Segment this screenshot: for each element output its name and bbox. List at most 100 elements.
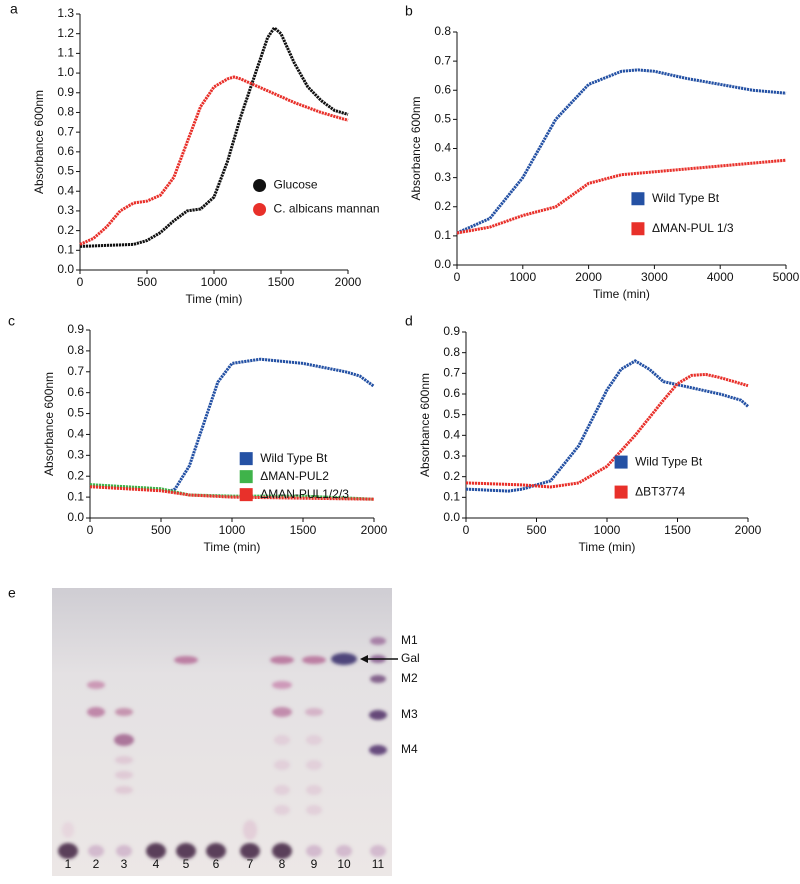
y-tick-label: 0.8 [67,343,84,357]
legend-marker [614,485,628,499]
lane-label: 6 [213,857,220,871]
y-tick-label: 0.9 [67,322,84,336]
x-tick-label: 1500 [290,523,317,537]
marker-label: M3 [401,707,418,721]
y-tick-label: 0.3 [443,448,460,462]
y-tick-label: 0.0 [57,262,74,276]
lane-label: 8 [279,857,286,871]
x-tick-label: 500 [526,523,546,537]
y-tick-label: 0.2 [434,199,451,213]
lane-label: 4 [153,857,160,871]
spots [58,637,387,859]
spot [369,710,387,720]
legend-marker [614,455,628,469]
plate [52,588,392,876]
legend-label: Glucose [274,178,318,192]
spot [176,843,196,859]
y-tick-label: 0.9 [57,85,74,99]
panel-label: b [405,3,413,19]
legend-label: Wild Type Bt [652,191,720,205]
y-tick-label: 1.0 [57,65,74,79]
spot [62,822,74,838]
series-line [89,485,375,501]
spot [115,771,133,779]
y-tick-label: 1.1 [57,46,74,60]
spot [115,786,133,794]
x-tick-label: 4000 [707,270,734,284]
lane-label: 11 [372,857,385,871]
x-tick-label: 0 [463,523,470,537]
spot [302,656,326,664]
y-axis-label: Absorbance 600nm [32,90,46,194]
spot [272,681,292,689]
spot [331,653,357,665]
lane-label: 1 [65,857,72,871]
lane-label: 5 [183,857,190,871]
spot [206,843,226,859]
y-tick-label: 0.0 [434,257,451,271]
y-tick-label: 0.1 [67,489,84,503]
legend-label: ΔMAN-PUL 1/3 [652,221,734,235]
y-tick-label: 1.2 [57,26,74,40]
y-tick-label: 0.6 [443,386,460,400]
legend-marker [239,488,253,502]
spot [370,845,386,857]
y-tick-label: 0.6 [67,385,84,399]
panel-label: d [405,313,413,329]
spot [174,656,198,664]
series-line [79,75,349,246]
arrow-head [360,655,368,663]
spot [306,760,322,770]
x-tick-label: 1000 [201,275,228,289]
y-tick-label: 0.8 [57,105,74,119]
y-axis-label: Absorbance 600nm [409,96,423,200]
spot [87,681,105,689]
legend-marker [239,452,253,466]
x-axis-label: Time (min) [579,540,636,554]
x-tick-label: 1500 [664,523,691,537]
legend-marker [253,179,267,193]
spot [305,708,323,716]
y-tick-label: 0.1 [57,242,74,256]
y-tick-label: 0.9 [443,324,460,338]
spot [274,785,290,795]
legend-label: ΔMAN-PUL2 [260,469,329,483]
spot [243,820,257,840]
x-tick-label: 500 [137,275,157,289]
spot [116,845,132,857]
x-axis-label: Time (min) [593,287,650,301]
y-tick-label: 0.0 [67,510,84,524]
y-tick-label: 0.2 [443,469,460,483]
series-line [456,158,787,235]
x-axis-label: Time (min) [204,540,261,554]
marker-label: M4 [401,742,418,756]
x-tick-label: 2000 [335,275,362,289]
spot [274,805,290,815]
lane-label: 7 [247,857,254,871]
x-tick-label: 2000 [575,270,602,284]
spot [306,845,322,857]
legend-marker [253,203,267,217]
legend-marker [631,192,645,206]
y-tick-label: 0.3 [434,170,451,184]
lane-label: 2 [93,857,100,871]
spot [270,656,294,664]
x-tick-label: 1000 [509,270,536,284]
series-line [79,25,349,248]
y-tick-label: 0.2 [67,468,84,482]
legend-label: ΔBT3774 [635,484,685,498]
panel-label: e [8,585,16,601]
spot [274,760,290,770]
lane-label: 10 [337,857,351,871]
y-tick-label: 0.2 [57,223,74,237]
tlc-plate: e 1 2 3 4 5 6 7 8 9 10 11 M1 Gal M2 M3 M4 [8,585,420,876]
x-tick-label: 0 [87,523,94,537]
spot [336,845,352,857]
x-tick-label: 1500 [268,275,295,289]
lane-label: 3 [121,857,128,871]
y-tick-label: 1.3 [57,6,74,20]
y-tick-label: 0.7 [67,364,84,378]
spot [370,637,386,645]
marker-label: M1 [401,633,418,647]
